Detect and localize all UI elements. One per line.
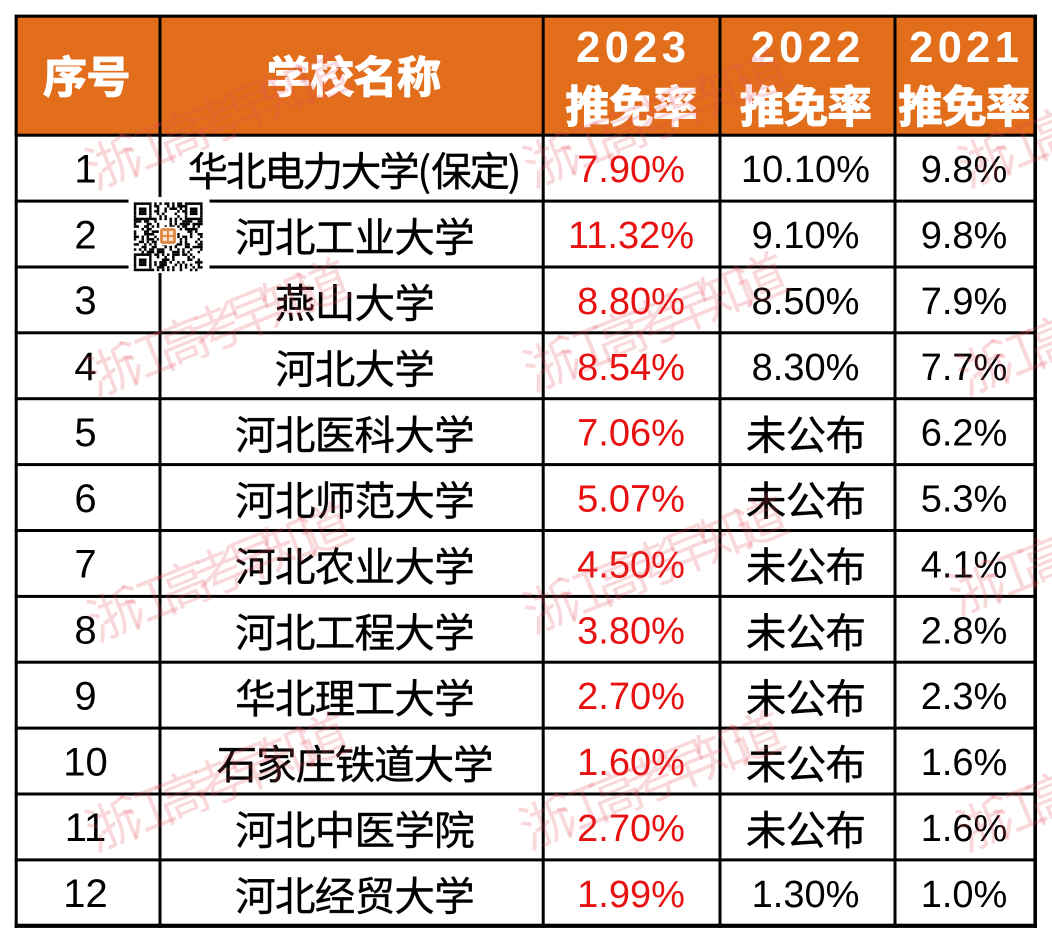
svg-text:1: 1	[995, 24, 1019, 72]
svg-text:7.9%: 7.9%	[921, 281, 1008, 323]
svg-text:5.3%: 5.3%	[921, 479, 1008, 521]
svg-text:0: 0	[605, 24, 629, 72]
svg-text:9.10%: 9.10%	[752, 215, 860, 257]
svg-text:7: 7	[74, 543, 96, 587]
svg-text:1.0%: 1.0%	[921, 874, 1008, 916]
svg-text:1.30%: 1.30%	[752, 874, 860, 916]
svg-text:9: 9	[74, 675, 96, 719]
svg-text:6.2%: 6.2%	[921, 413, 1008, 455]
svg-text:3.80%: 3.80%	[577, 610, 685, 652]
svg-text:2: 2	[633, 24, 657, 72]
svg-text:2.70%: 2.70%	[577, 676, 685, 718]
svg-text:2: 2	[836, 24, 860, 72]
svg-text:11.32%: 11.32%	[568, 215, 694, 257]
svg-text:5: 5	[74, 411, 96, 455]
svg-text:1.6%: 1.6%	[921, 742, 1008, 784]
svg-text:8: 8	[74, 609, 96, 653]
svg-text:3: 3	[74, 279, 96, 323]
svg-text:3: 3	[662, 24, 686, 72]
svg-text:12: 12	[63, 872, 108, 916]
svg-text:8.80%: 8.80%	[577, 281, 685, 323]
svg-text:5.07%: 5.07%	[577, 479, 685, 521]
svg-text:8.30%: 8.30%	[752, 347, 860, 389]
svg-text:1: 1	[74, 147, 96, 191]
svg-text:0: 0	[938, 24, 962, 72]
svg-text:10: 10	[63, 740, 108, 784]
svg-text:0: 0	[779, 24, 803, 72]
svg-text:7.06%: 7.06%	[577, 413, 685, 455]
svg-text:2.8%: 2.8%	[921, 610, 1008, 652]
svg-text:2.70%: 2.70%	[577, 808, 685, 850]
svg-text:6: 6	[74, 477, 96, 521]
svg-text:1.99%: 1.99%	[577, 874, 685, 916]
svg-text:2: 2	[576, 24, 600, 72]
svg-text:2: 2	[74, 213, 96, 257]
svg-text:4: 4	[74, 345, 96, 389]
svg-text:10.10%: 10.10%	[741, 149, 870, 191]
svg-text:2: 2	[808, 24, 832, 72]
svg-text:2: 2	[909, 24, 933, 72]
svg-text:2.3%: 2.3%	[921, 676, 1008, 718]
svg-text:8.50%: 8.50%	[752, 281, 860, 323]
svg-text:7.90%: 7.90%	[577, 149, 685, 191]
svg-text:9.8%: 9.8%	[921, 215, 1008, 257]
svg-text:2: 2	[966, 24, 990, 72]
